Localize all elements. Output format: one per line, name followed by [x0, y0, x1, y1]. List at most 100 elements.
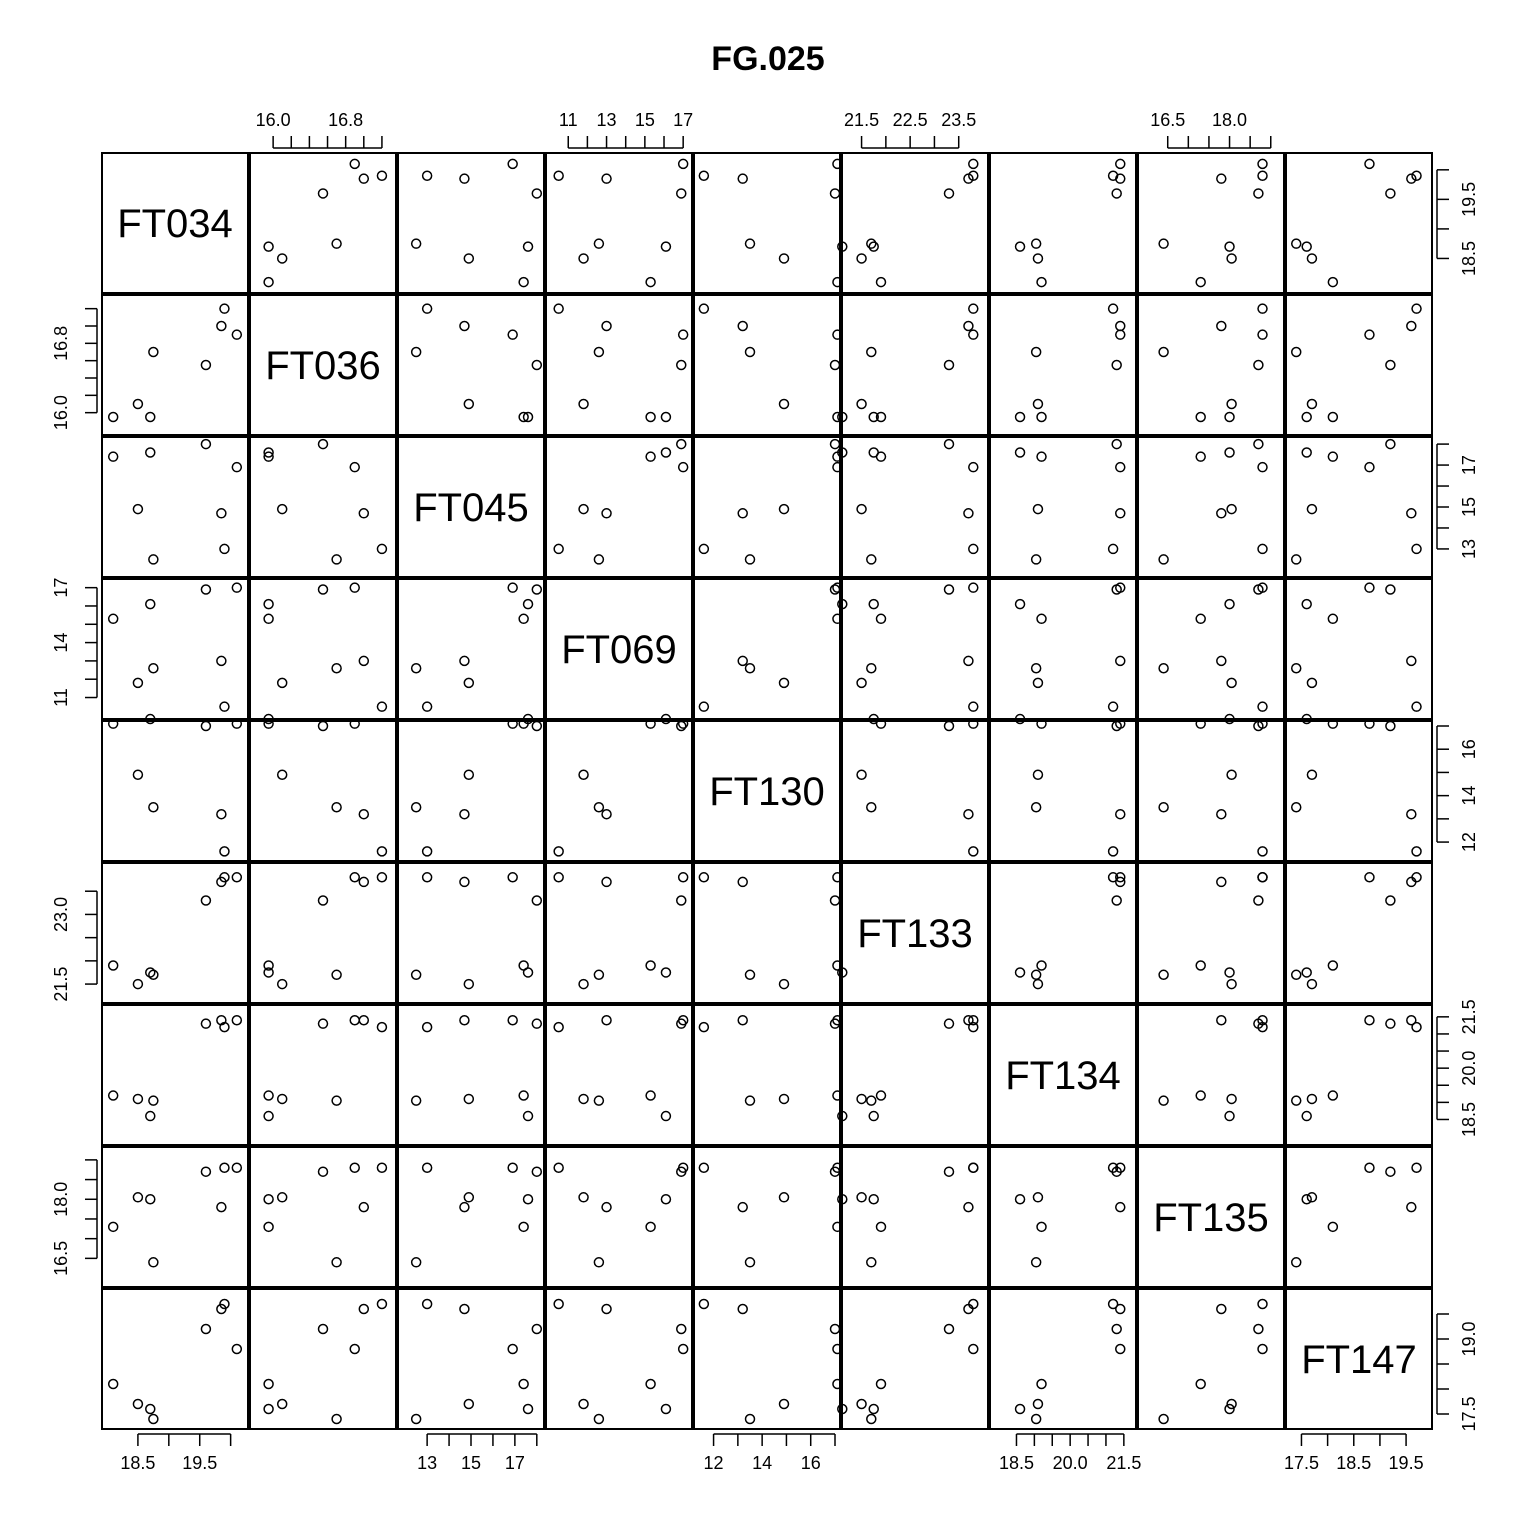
data-point: [968, 170, 979, 181]
data-point: [132, 503, 144, 515]
data-point: [1014, 1403, 1026, 1415]
data-point: [200, 359, 212, 371]
data-point: [1107, 543, 1119, 555]
data-point: [868, 598, 879, 610]
data-point: [1385, 584, 1396, 595]
tick-label: 23.0: [51, 897, 71, 932]
panel-frame: [841, 1004, 989, 1146]
tick-label: 16.0: [51, 395, 71, 430]
data-point: [1306, 769, 1318, 780]
data-point: [349, 1343, 360, 1355]
data-point: [219, 872, 230, 883]
data-point: [518, 1090, 529, 1101]
data-point: [778, 253, 790, 264]
tick-label: 12: [1459, 832, 1479, 852]
data-point: [200, 1018, 212, 1029]
data-point: [737, 173, 748, 184]
panel-frame: [693, 1146, 841, 1288]
data-point: [358, 173, 370, 184]
panel-frame: [545, 152, 693, 294]
data-point: [875, 411, 887, 423]
data-point: [522, 1110, 534, 1122]
data-point: [1158, 1413, 1169, 1425]
panel-frame: [101, 294, 249, 436]
data-point: [593, 238, 605, 249]
data-point: [263, 613, 274, 625]
data-point: [1290, 554, 1302, 565]
data-point: [376, 543, 388, 555]
data-point: [1030, 1413, 1042, 1425]
data-point: [645, 411, 656, 423]
panel-frame: [545, 1288, 693, 1430]
data-point: [698, 170, 710, 181]
data-point: [778, 503, 790, 515]
data-point: [868, 1403, 879, 1415]
data-point: [1158, 662, 1169, 674]
panel-frame: [1137, 1146, 1285, 1288]
data-point: [148, 1413, 159, 1425]
data-point: [349, 1162, 360, 1174]
data-point: [1411, 701, 1422, 712]
panel-frame: [101, 152, 249, 294]
panel-frame: [101, 578, 249, 720]
data-point: [676, 895, 687, 906]
panel-frame: [841, 862, 989, 1004]
data-point: [553, 846, 564, 857]
data-point: [507, 1343, 518, 1355]
data-point: [1290, 802, 1302, 813]
tick-label: 17: [673, 110, 693, 130]
data-point: [601, 320, 612, 332]
data-point: [1224, 241, 1235, 252]
panel-frame: [989, 294, 1137, 436]
data-point: [676, 438, 687, 450]
data-point: [331, 238, 342, 249]
variable-label: FT135: [1153, 1196, 1269, 1240]
panel-frame: [1137, 436, 1285, 578]
data-point: [1032, 398, 1044, 410]
tick-label: 22.5: [893, 110, 928, 130]
data-point: [1115, 173, 1126, 184]
data-point: [200, 720, 212, 732]
data-point: [875, 613, 887, 625]
data-point: [744, 969, 756, 981]
data-point: [219, 543, 230, 555]
data-point: [1226, 253, 1237, 264]
data-point: [463, 769, 475, 780]
data-point: [593, 346, 605, 358]
data-point: [1032, 978, 1044, 990]
data-point: [744, 1413, 756, 1425]
data-point: [376, 1021, 388, 1033]
data-point: [1306, 253, 1318, 264]
data-point: [410, 969, 422, 981]
data-point: [1030, 238, 1042, 249]
data-point: [698, 701, 710, 712]
data-point: [531, 188, 543, 199]
data-point: [317, 1018, 329, 1029]
data-point: [875, 1221, 887, 1233]
tick-label: 18.5: [1459, 241, 1479, 276]
data-point: [698, 1162, 710, 1174]
data-point: [522, 1194, 534, 1205]
tick-label: 13: [417, 1453, 437, 1473]
data-point: [1364, 329, 1375, 340]
data-point: [1195, 451, 1206, 462]
panel-frame: [101, 436, 249, 578]
data-point: [1195, 1090, 1206, 1101]
data-point: [968, 158, 979, 170]
data-point: [1158, 554, 1169, 565]
data-point: [1216, 655, 1227, 667]
data-point: [1290, 346, 1302, 358]
data-point: [737, 876, 748, 888]
data-point: [856, 503, 867, 515]
data-point: [1107, 1298, 1119, 1310]
panel-frame: [841, 436, 989, 578]
data-point: [410, 1257, 422, 1268]
data-point: [376, 846, 388, 857]
tick-label: 19.0: [1459, 1321, 1479, 1356]
data-point: [645, 1090, 656, 1101]
panel-frame: [693, 720, 841, 862]
data-point: [1032, 769, 1044, 780]
variable-label: FT045: [413, 486, 529, 530]
data-point: [276, 503, 288, 515]
data-point: [1411, 543, 1422, 555]
